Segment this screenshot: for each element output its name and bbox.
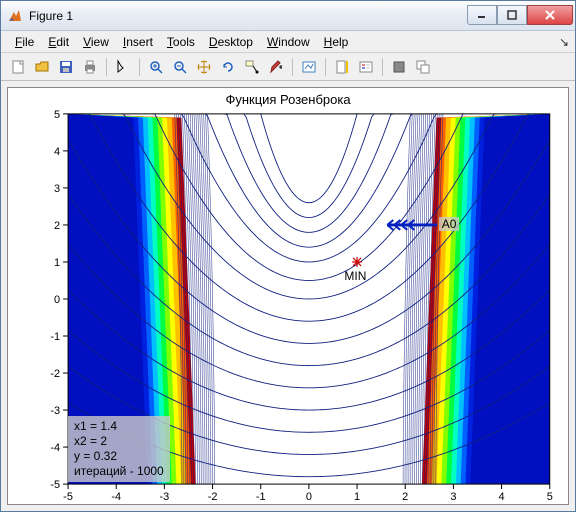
menu-window[interactable]: Window xyxy=(261,33,316,51)
plot-title: Функция Розенброка xyxy=(8,92,568,107)
svg-text:4: 4 xyxy=(499,491,505,503)
hide-tools-button[interactable] xyxy=(388,56,410,78)
show-tools-button[interactable] xyxy=(412,56,434,78)
pan-button[interactable] xyxy=(193,56,215,78)
link-button[interactable] xyxy=(298,56,320,78)
menu-view[interactable]: View xyxy=(77,33,115,51)
toolbar xyxy=(1,53,575,81)
menu-insert[interactable]: Insert xyxy=(117,33,159,51)
svg-text:4: 4 xyxy=(54,146,60,158)
info-box: x1 = 1.4x2 = 2y = 0.32итераций - 1000 xyxy=(68,416,170,482)
window-title: Figure 1 xyxy=(29,9,467,23)
figure-window: Figure 1 File Edit View Insert Tools Des… xyxy=(0,0,576,512)
legend-button[interactable] xyxy=(355,56,377,78)
svg-text:3: 3 xyxy=(54,183,60,195)
min-label: MIN xyxy=(344,269,366,283)
svg-text:2: 2 xyxy=(402,491,408,503)
menu-desktop[interactable]: Desktop xyxy=(203,33,259,51)
menu-help[interactable]: Help xyxy=(318,33,355,51)
rotate-button[interactable] xyxy=(217,56,239,78)
svg-text:1: 1 xyxy=(54,257,60,269)
svg-text:0: 0 xyxy=(54,294,60,306)
print-button[interactable] xyxy=(79,56,101,78)
svg-text:5: 5 xyxy=(54,109,60,121)
close-button[interactable] xyxy=(527,5,573,25)
svg-text:-5: -5 xyxy=(63,491,73,503)
menu-tools[interactable]: Tools xyxy=(161,33,201,51)
maximize-button[interactable] xyxy=(497,5,527,25)
menubar: File Edit View Insert Tools Desktop Wind… xyxy=(1,31,575,53)
menu-edit[interactable]: Edit xyxy=(42,33,75,51)
datacursor-button[interactable] xyxy=(241,56,263,78)
a0-label: A0 xyxy=(439,217,460,231)
toolbar-separator xyxy=(382,58,383,76)
brush-button[interactable] xyxy=(265,56,287,78)
menu-chevron-icon[interactable]: ↘ xyxy=(559,35,569,49)
minimize-button[interactable] xyxy=(467,5,497,25)
menu-file[interactable]: File xyxy=(9,33,40,51)
toolbar-separator xyxy=(106,58,107,76)
zoom-out-button[interactable] xyxy=(169,56,191,78)
save-button[interactable] xyxy=(55,56,77,78)
svg-text:1: 1 xyxy=(354,491,360,503)
svg-text:0: 0 xyxy=(306,491,312,503)
svg-text:-1: -1 xyxy=(256,491,266,503)
svg-text:3: 3 xyxy=(450,491,456,503)
svg-text:-5: -5 xyxy=(50,479,60,491)
matlab-icon xyxy=(7,8,23,24)
svg-text:2: 2 xyxy=(54,220,60,232)
svg-text:5: 5 xyxy=(547,491,553,503)
window-buttons xyxy=(467,6,573,25)
svg-text:-2: -2 xyxy=(208,491,218,503)
figure-content: -5 -4 -3 -2 -1 0 1 2 3 4 5 -5 -4 -3 -2 -1 0 1 2 3 4 5 Функция… xyxy=(1,81,575,511)
toolbar-separator xyxy=(325,58,326,76)
svg-text:-1: -1 xyxy=(50,331,60,343)
svg-text:-4: -4 xyxy=(50,442,60,454)
svg-text:-3: -3 xyxy=(50,405,60,417)
toolbar-separator xyxy=(139,58,140,76)
axes-panel[interactable]: -5 -4 -3 -2 -1 0 1 2 3 4 5 -5 -4 -3 -2 -1 0 1 2 3 4 5 Функция… xyxy=(7,87,569,505)
colorbar-button[interactable] xyxy=(331,56,353,78)
zoom-in-button[interactable] xyxy=(145,56,167,78)
titlebar[interactable]: Figure 1 xyxy=(1,1,575,31)
svg-text:-4: -4 xyxy=(111,491,121,503)
svg-text:-2: -2 xyxy=(50,368,60,380)
open-button[interactable] xyxy=(31,56,53,78)
edit-plot-button[interactable] xyxy=(112,56,134,78)
new-figure-button[interactable] xyxy=(7,56,29,78)
toolbar-separator xyxy=(292,58,293,76)
svg-text:-3: -3 xyxy=(160,491,170,503)
